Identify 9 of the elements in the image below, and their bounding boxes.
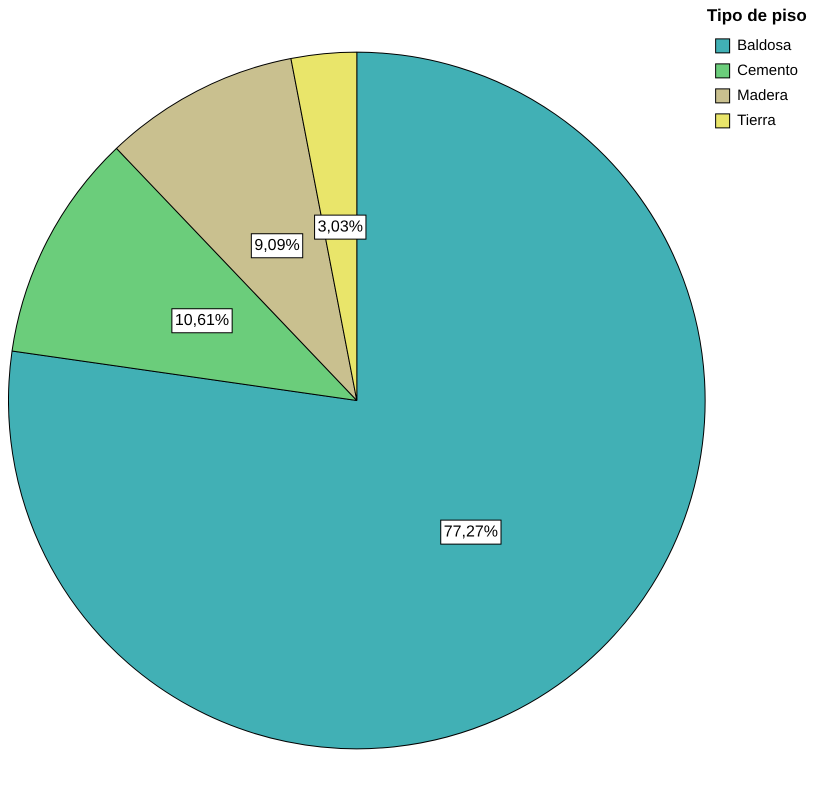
legend-label: Baldosa (737, 37, 792, 54)
data-label: 9,09% (254, 237, 300, 254)
data-label: 3,03% (318, 218, 363, 236)
legend-label: Madera (737, 87, 789, 104)
data-label: 77,27% (444, 524, 498, 541)
legend-label: Cemento (737, 62, 798, 80)
legend-label: Tierra (737, 112, 776, 130)
data-label: 10,61% (174, 312, 230, 330)
legend-title: Tipo de piso (706, 6, 807, 26)
